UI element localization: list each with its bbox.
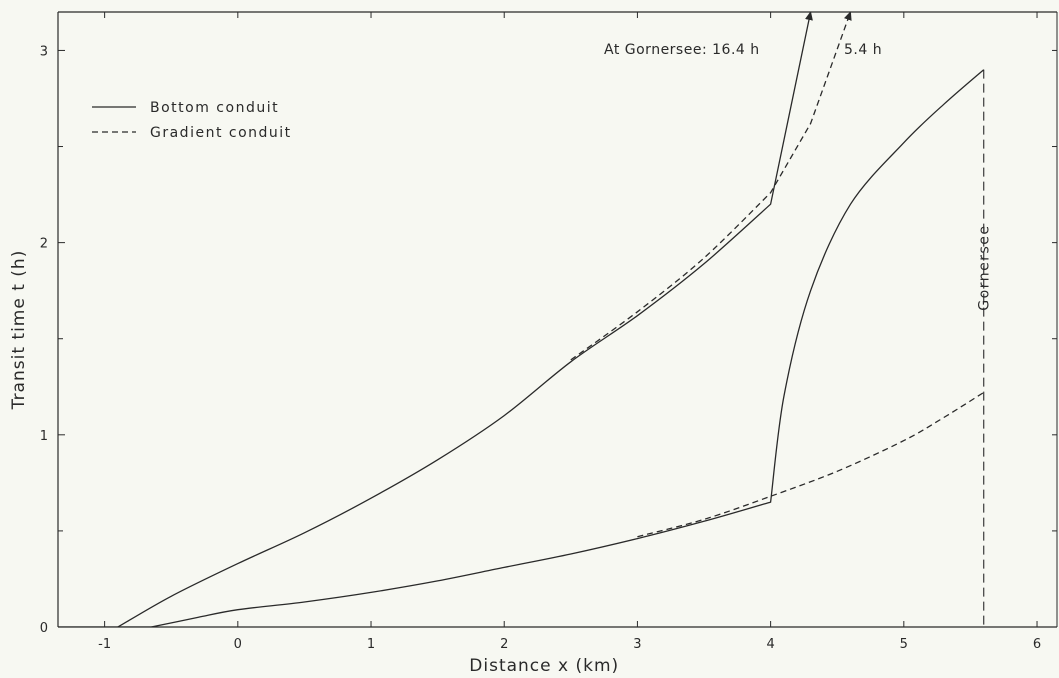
x-tick-label: 3: [633, 637, 641, 652]
gornersee-line-label: Gornersee: [977, 225, 993, 311]
x-tick-label: 2: [500, 637, 508, 652]
chart-legend: Bottom conduit Gradient conduit: [92, 100, 292, 141]
x-tick-label: -1: [98, 637, 111, 652]
chart-labels: Distance x (km) Transit time t (h) At Go…: [9, 42, 993, 676]
series-gradient-conduit-lower: [637, 391, 985, 538]
annotation-gradient-gornersee: 5.4 h: [844, 42, 882, 58]
legend-label: Bottom conduit: [150, 100, 279, 116]
x-tick-label: 1: [367, 637, 375, 652]
legend-label: Gradient conduit: [150, 125, 292, 141]
chart-axes: -1 0 1 2 3 4 5 6 0 1 2 3: [40, 11, 1058, 652]
y-tick-label: 2: [40, 237, 48, 252]
series-gradient-conduit-upper: [570, 12, 852, 361]
x-axis-title: Distance x (km): [469, 656, 619, 676]
x-tick-label: 0: [234, 637, 242, 652]
x-tick-label: 4: [766, 637, 774, 652]
x-tick-label: 6: [1033, 637, 1041, 652]
x-tick-label: 5: [900, 637, 908, 652]
y-tick-label: 0: [40, 621, 48, 636]
y-tick-label: 1: [40, 429, 48, 444]
chart-series: [58, 12, 985, 627]
series-bottom-conduit-upper: [117, 12, 813, 627]
y-tick-label: 3: [40, 44, 48, 59]
y-axis-title: Transit time t (h): [9, 250, 29, 411]
series-bottom-conduit-lower: [151, 69, 985, 627]
annotation-bottom-gornersee: At Gornersee: 16.4 h: [604, 42, 760, 58]
